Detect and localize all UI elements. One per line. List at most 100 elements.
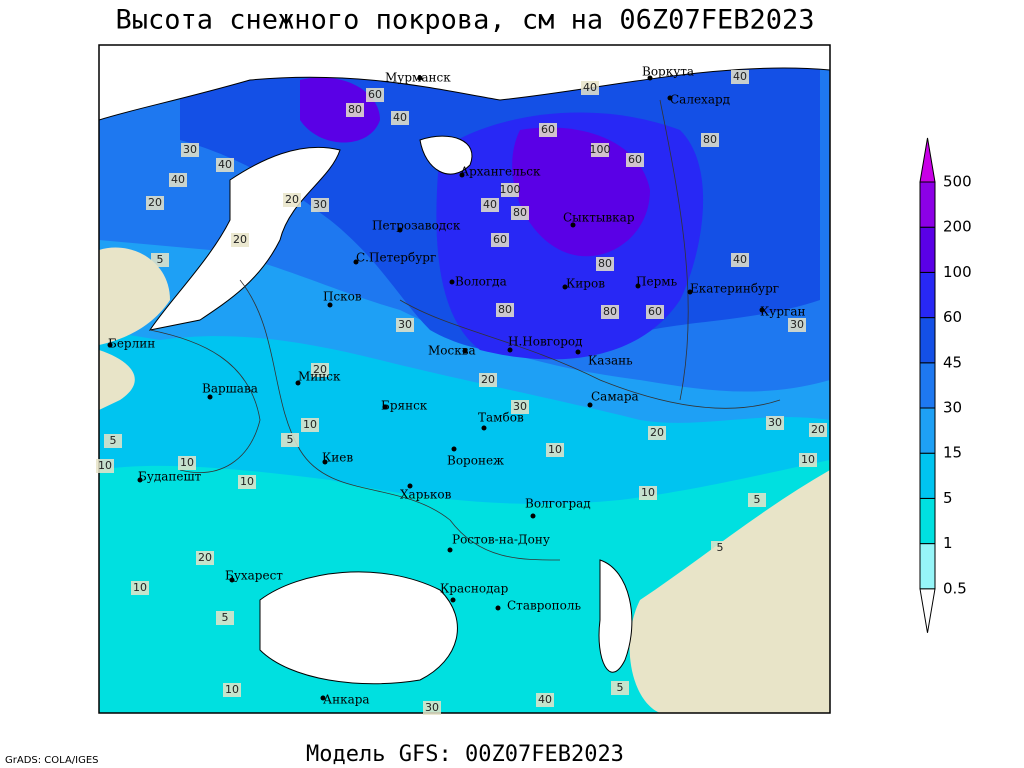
borders [149, 99, 781, 561]
contour-label-box [479, 373, 497, 387]
city-dot [447, 547, 453, 553]
contour-label-box [131, 581, 149, 595]
black-sea [259, 571, 458, 685]
legend-band [919, 271, 936, 319]
contour-label-box [596, 257, 614, 271]
contour-label-box [283, 193, 301, 207]
contour-label-box [481, 198, 499, 212]
contour-label-box [178, 456, 196, 470]
city-dot [449, 279, 455, 285]
city-label: Минск [298, 370, 341, 384]
contour-label-box [151, 253, 169, 267]
contour-label-box [231, 233, 249, 247]
city-dot [530, 513, 536, 519]
bare-land [99, 247, 170, 345]
contour-label: 20 [650, 426, 664, 439]
legend-label: 30 [943, 399, 962, 417]
contour-label: 5 [754, 493, 761, 506]
city-dot [397, 227, 403, 233]
city-label: Варшава [202, 382, 258, 396]
contour-label-box [591, 143, 609, 157]
city-label: Краснодар [440, 582, 509, 596]
contour-label-box [181, 143, 199, 157]
contour-label: 20 [481, 373, 495, 386]
contour-label: 10 [801, 453, 815, 466]
city-dot [687, 289, 693, 295]
contour-label-box [96, 459, 114, 473]
legend-band [919, 137, 936, 183]
contour-label-box [196, 551, 214, 565]
city-label: Воронеж [447, 454, 504, 468]
contour-label: 30 [768, 416, 782, 429]
contour-label: 5 [717, 541, 724, 554]
contour-label-box [511, 400, 529, 414]
bare-land [629, 470, 830, 713]
caspian-sea [598, 559, 633, 673]
city-label: Харьков [400, 488, 452, 502]
city-dot [481, 425, 487, 431]
contour-label-box [396, 318, 414, 332]
city-label: Сыктывкар [563, 211, 635, 225]
contour-label-box [731, 253, 749, 267]
city-label: Киев [322, 451, 353, 465]
contour-label-box [701, 133, 719, 147]
city-label: Салехард [670, 93, 730, 107]
legend-band [919, 181, 936, 228]
legend-band [919, 588, 936, 633]
legend-label: 1 [943, 534, 953, 552]
city-dot [495, 605, 501, 611]
contour-label: 80 [598, 257, 612, 270]
city-label: Вологда [455, 275, 507, 289]
city-label: Анкара [323, 693, 370, 707]
city-label: Екатеринбург [690, 282, 779, 296]
contour-label-box [711, 541, 729, 555]
legend-band [919, 317, 936, 364]
contour-label: 5 [617, 681, 624, 694]
contour-label-box [536, 693, 554, 707]
snow-zone [300, 77, 380, 143]
city-dot [462, 348, 468, 354]
map [99, 45, 830, 713]
contour-label: 30 [425, 701, 439, 714]
snow-zone [512, 127, 650, 257]
city-dot [587, 402, 593, 408]
legend-label: 60 [943, 308, 962, 326]
legend-label: 200 [943, 218, 972, 236]
city-dot [570, 222, 576, 228]
city-label: Казань [588, 354, 633, 368]
contour-label: 40 [538, 693, 552, 706]
contour-label: 40 [483, 198, 497, 211]
city-dot [507, 347, 513, 353]
city-dot [353, 259, 359, 265]
city-label: Бухарест [225, 569, 283, 583]
contour-label: 20 [313, 363, 327, 376]
contour-label-box [648, 426, 666, 440]
contour-label: 80 [498, 303, 512, 316]
contour-label: 80 [513, 206, 527, 219]
city-dot [207, 394, 213, 400]
credit: GrADS: COLA/IGES [5, 755, 99, 766]
city-label: Самара [591, 390, 639, 404]
contour-label-box [546, 443, 564, 457]
city-dot [759, 307, 765, 313]
city-dot [575, 349, 581, 355]
city-label: Мурманск [385, 71, 451, 85]
contour-label: 60 [628, 153, 642, 166]
contour-label: 10 [98, 459, 112, 472]
white-sea [419, 135, 473, 175]
contour-label: 20 [198, 551, 212, 564]
contour-label: 10 [180, 456, 194, 469]
city-label: Будапешт [138, 470, 202, 484]
city-dot [137, 477, 143, 483]
city-dot [450, 597, 456, 603]
contour-label-box [223, 683, 241, 697]
city-dot [322, 459, 328, 465]
contour-label-box [646, 305, 664, 319]
city-label: Воркута [642, 65, 694, 79]
contour-label: 10 [548, 443, 562, 456]
contour-label-box [216, 611, 234, 625]
legend-band [919, 497, 936, 545]
contour-label-box [581, 81, 599, 95]
legend-band [919, 362, 936, 409]
city-label: Ростов-на-Дону [452, 533, 550, 547]
